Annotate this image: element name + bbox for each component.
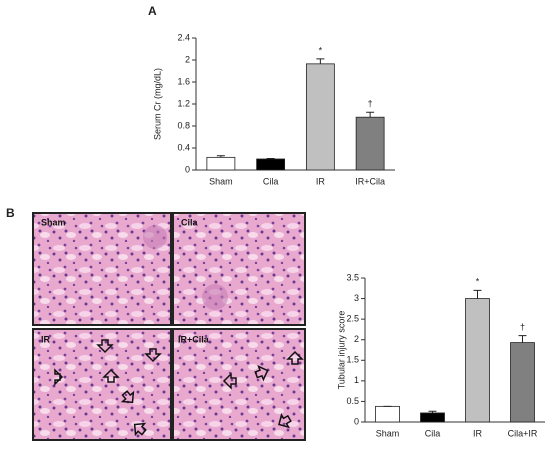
error-bar [316, 58, 325, 64]
annotation: † [368, 99, 373, 109]
panel-label: B [6, 206, 15, 220]
annotation: * [319, 45, 323, 55]
bar [355, 116, 385, 171]
x-tick-label: Sham [376, 428, 400, 438]
micrograph [32, 328, 172, 441]
annotation: † [520, 322, 525, 332]
error-bar [518, 335, 527, 343]
bar [375, 405, 400, 423]
micrograph-label: IR [41, 334, 51, 344]
x-tick-label: Cila [425, 428, 441, 438]
micrographs: Sham Cila IR IR+Cila [32, 212, 306, 441]
x-tick-label: Sham [209, 176, 233, 186]
error-bar [428, 410, 437, 413]
micrograph-label: Sham [41, 217, 66, 227]
x-tick-label: Cila [263, 176, 279, 186]
x-tick-label: Cila+IR [508, 428, 538, 438]
y-tick-label: 1.5 [346, 355, 359, 365]
bar [305, 63, 335, 171]
glomerulus [202, 284, 228, 310]
y-tick-label: 2 [185, 54, 190, 64]
error-bar [216, 155, 225, 158]
y-tick-label: 2.4 [177, 32, 190, 42]
y-tick-label: 2 [354, 334, 359, 344]
panel-label: A [148, 4, 157, 18]
bar [510, 342, 535, 423]
y-tick-label: 1.2 [177, 98, 190, 108]
y-tick-label: 0 [185, 164, 190, 174]
y-tick-label: 1.6 [177, 76, 190, 86]
y-tick-label: 0.4 [177, 142, 190, 152]
y-tick-label: 1 [354, 375, 359, 385]
arrows [54, 339, 304, 437]
error-bar [473, 289, 482, 299]
x-tick-label: IR [316, 176, 326, 186]
error-bar [266, 157, 275, 159]
error-bar [366, 111, 375, 118]
y-axis-label: Serum Cr (mg/dL) [152, 68, 162, 140]
micrograph [172, 328, 306, 441]
micrograph-label: IR+Cila [178, 334, 210, 344]
x-tick-label: IR+Cila [355, 176, 385, 186]
micrograph-label: Cila [181, 217, 199, 227]
bar [420, 412, 445, 423]
y-tick-label: 2.5 [346, 314, 359, 324]
annotation: * [476, 277, 480, 287]
y-tick-label: 0.5 [346, 396, 359, 406]
bar [256, 158, 286, 171]
x-tick-label: IR [473, 428, 483, 438]
y-tick-label: 0.8 [177, 120, 190, 130]
y-tick-label: 3.5 [346, 272, 359, 282]
glomerulus [143, 225, 167, 249]
y-tick-label: 3 [354, 293, 359, 303]
bar [206, 156, 236, 171]
bar [465, 298, 490, 423]
y-axis-label: Tubular injury score [336, 311, 346, 390]
y-tick-label: 0 [354, 416, 359, 426]
micrograph [172, 212, 306, 326]
